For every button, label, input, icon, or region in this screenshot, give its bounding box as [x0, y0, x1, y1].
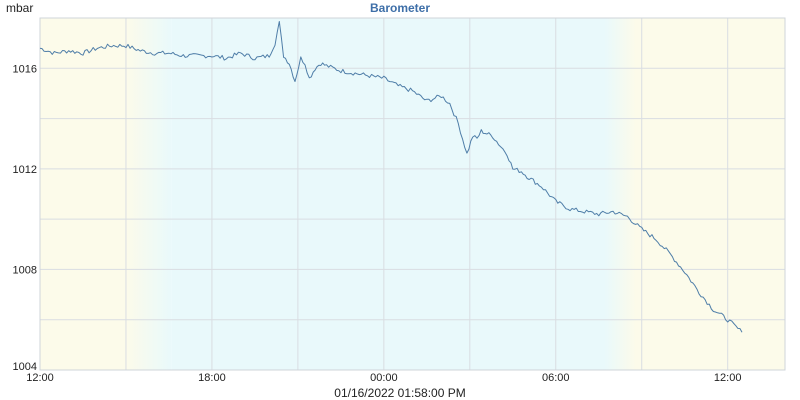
band-dawn-3: [604, 18, 636, 370]
timestamp-label: 01/16/2022 01:58:00 PM: [334, 386, 466, 400]
y-axis-unit-label: mbar: [6, 1, 34, 15]
x-tick-label: 12:00: [714, 372, 742, 384]
y-tick-label: 1004: [13, 361, 37, 373]
band-day-4: [636, 18, 785, 370]
x-tick-label: 12:00: [26, 372, 54, 384]
series-line: [39, 21, 743, 333]
y-tick-label: 1012: [13, 164, 37, 176]
band-day-0: [40, 18, 126, 370]
x-axis: 12:00 18:00 00:00 06:00 12:00: [26, 372, 741, 384]
x-tick-label: 00:00: [370, 372, 398, 384]
y-axis: 1004 1008 1012 1016: [13, 63, 37, 373]
x-tick-label: 18:00: [198, 372, 226, 384]
grid-lines: [39, 17, 786, 371]
band-night-2: [171, 18, 605, 370]
chart-title: Barometer: [369, 1, 431, 15]
y-tick-label: 1016: [13, 63, 37, 75]
plot-frame: [39, 17, 786, 371]
day-night-bands: [40, 18, 785, 370]
y-tick-label: 1008: [13, 264, 37, 276]
x-tick-label: 06:00: [542, 372, 570, 384]
series-layer: [39, 21, 743, 333]
band-dusk-1: [125, 18, 172, 370]
